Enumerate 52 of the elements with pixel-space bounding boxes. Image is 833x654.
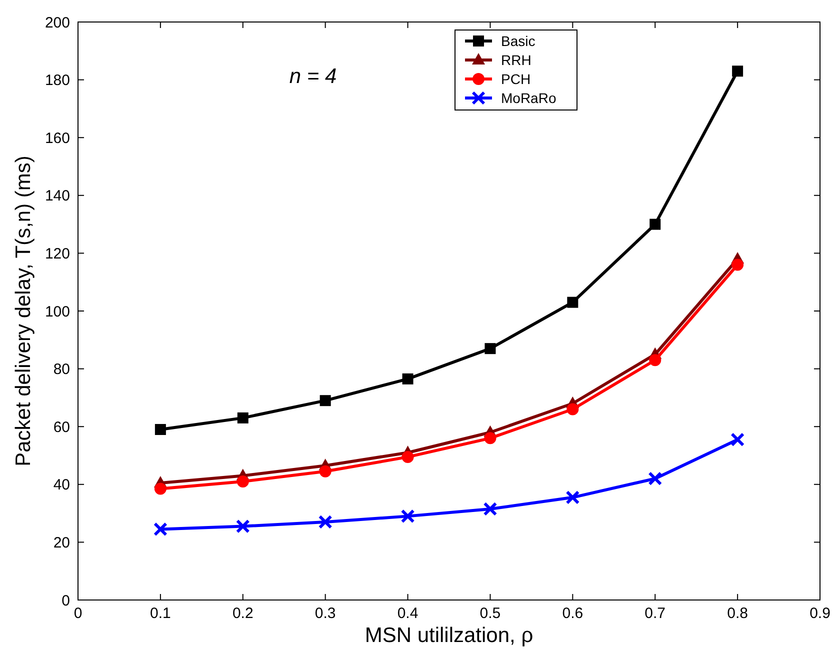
point [319, 465, 332, 478]
x-tick-label: 0.5 [480, 605, 501, 622]
y-tick-label: 120 [44, 245, 70, 262]
point [400, 509, 415, 524]
point [402, 450, 414, 463]
point [484, 343, 496, 354]
point [236, 519, 250, 534]
y-tick-label: 40 [53, 476, 70, 494]
point [483, 502, 498, 516]
y-tick-label: 100 [44, 303, 70, 320]
point [732, 66, 744, 77]
y-tick-label: 60 [53, 418, 70, 436]
annotation: n = 4 [289, 65, 337, 88]
point [649, 354, 662, 366]
point [566, 403, 579, 416]
x-tick-label: 0 [74, 605, 82, 622]
point [650, 218, 661, 230]
point [154, 482, 166, 495]
y-tick-label: 80 [53, 361, 70, 378]
point [236, 476, 249, 488]
y-axis-title: Packet delivery delay, T(s,n) (ms) [12, 156, 35, 466]
legend-label: RRH [501, 52, 532, 68]
legend-label: MoRaRo [501, 90, 556, 106]
point [567, 296, 578, 308]
legend-label: PCH [501, 70, 531, 87]
point [402, 373, 414, 384]
y-tick-label: 160 [44, 130, 70, 147]
x-tick-label: 0.6 [562, 605, 584, 622]
point [318, 514, 332, 529]
point [566, 490, 580, 504]
legend-label: Basic [501, 32, 536, 49]
x-tick-label: 0.7 [644, 605, 666, 622]
x-axis-title: MSN utililzation, ρ [364, 624, 534, 647]
point [732, 258, 744, 271]
y-tick-label: 200 [44, 14, 70, 32]
point [320, 395, 331, 406]
point [484, 432, 496, 444]
x-tick-label: 0.4 [397, 605, 418, 622]
x-tick-label: 0.1 [150, 605, 171, 622]
x-tick-label: 0.9 [810, 605, 830, 622]
x-tick-label: 0.8 [727, 605, 748, 622]
point [154, 424, 166, 435]
y-tick-label: 20 [53, 534, 70, 552]
x-tick-label: 0.3 [314, 605, 336, 622]
y-tick-label: 180 [44, 72, 70, 90]
y-tick-label: 0 [62, 592, 70, 610]
y-tick-label: 140 [44, 188, 70, 205]
x-tick-label: 0.2 [232, 605, 254, 622]
point [648, 472, 662, 486]
point [153, 522, 168, 536]
point [730, 432, 745, 447]
point [237, 412, 248, 424]
